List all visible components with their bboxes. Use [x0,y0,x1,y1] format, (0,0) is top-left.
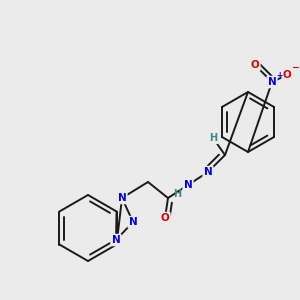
Text: O: O [250,60,260,70]
Text: −: − [291,64,299,73]
Text: O: O [160,213,169,223]
Text: O: O [283,70,291,80]
Text: N: N [268,77,276,87]
Text: H: H [173,189,181,199]
Text: H: H [209,133,217,143]
Text: N: N [118,193,126,203]
Text: N: N [112,235,120,245]
Text: N: N [184,180,192,190]
Text: N: N [129,217,137,227]
Text: +: + [276,70,282,80]
Text: N: N [204,167,212,177]
